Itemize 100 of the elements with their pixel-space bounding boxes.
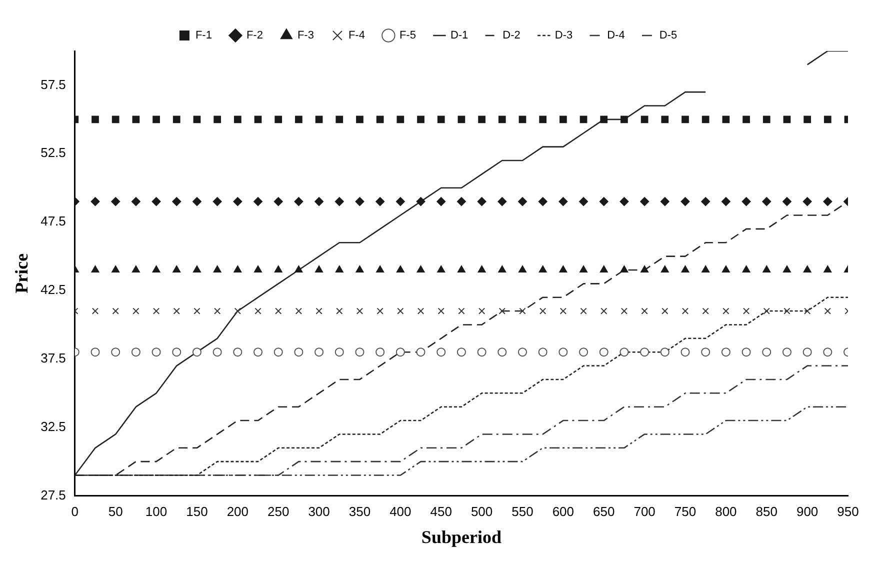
point xyxy=(518,197,527,206)
x-tick-label: 400 xyxy=(390,504,412,520)
point xyxy=(599,197,608,206)
point xyxy=(334,197,344,206)
legend-label: D-2 xyxy=(502,30,520,42)
point xyxy=(193,116,201,124)
point xyxy=(294,348,304,357)
point xyxy=(437,116,445,124)
legend-label: D-5 xyxy=(659,30,678,42)
point xyxy=(355,348,364,357)
point xyxy=(498,308,506,314)
point xyxy=(498,348,507,357)
point xyxy=(540,308,546,314)
point xyxy=(92,308,99,314)
point xyxy=(417,308,424,314)
point xyxy=(316,308,322,314)
point xyxy=(721,348,730,357)
y-axis-title: Price xyxy=(11,253,32,294)
point xyxy=(315,116,323,124)
point xyxy=(397,308,404,314)
point xyxy=(254,116,262,124)
point xyxy=(682,116,689,124)
point xyxy=(132,265,140,272)
point xyxy=(214,116,221,124)
point xyxy=(274,348,283,357)
point xyxy=(376,348,385,357)
legend-label: F-3 xyxy=(297,30,314,42)
point xyxy=(558,348,568,357)
point xyxy=(498,197,507,206)
point xyxy=(579,348,588,357)
point xyxy=(111,197,120,206)
point xyxy=(457,265,466,272)
point xyxy=(742,265,750,272)
point xyxy=(662,308,668,314)
point xyxy=(783,265,791,272)
point xyxy=(824,265,832,272)
point xyxy=(762,197,772,206)
point xyxy=(599,348,608,357)
point xyxy=(640,197,650,206)
legend-label: D-3 xyxy=(554,30,573,42)
point xyxy=(295,116,302,124)
x-tick-label: 300 xyxy=(308,504,330,520)
point xyxy=(315,265,323,272)
point xyxy=(233,197,242,206)
point xyxy=(620,308,628,314)
point xyxy=(722,265,730,272)
point xyxy=(660,348,670,357)
point xyxy=(213,265,222,272)
point xyxy=(722,116,730,124)
point xyxy=(336,308,343,314)
point xyxy=(376,308,384,314)
point xyxy=(721,197,730,206)
legend-label: D-1 xyxy=(450,30,468,42)
x-tick-label: 500 xyxy=(470,504,493,520)
point xyxy=(254,348,263,357)
point xyxy=(498,116,506,124)
point xyxy=(640,116,648,124)
x-tick-label: 150 xyxy=(186,504,208,520)
point xyxy=(274,197,283,206)
point xyxy=(416,265,425,272)
point xyxy=(92,116,99,124)
point xyxy=(762,116,770,124)
point xyxy=(600,308,608,314)
point xyxy=(438,308,444,314)
point xyxy=(275,308,282,314)
point xyxy=(172,116,180,124)
point xyxy=(254,265,262,272)
point xyxy=(823,348,832,357)
point xyxy=(620,265,628,272)
point xyxy=(172,197,182,206)
point xyxy=(742,116,750,124)
point xyxy=(131,197,140,206)
point xyxy=(518,116,526,124)
point xyxy=(538,197,548,206)
point xyxy=(660,197,670,206)
y-tick-label: 47.5 xyxy=(40,214,66,229)
point xyxy=(762,348,772,357)
point xyxy=(762,265,771,272)
point xyxy=(274,265,282,272)
point xyxy=(396,197,405,206)
point xyxy=(580,116,588,124)
y-tick-label: 32.5 xyxy=(40,418,66,434)
point xyxy=(742,348,751,357)
point xyxy=(782,197,792,206)
point xyxy=(396,116,404,124)
point xyxy=(334,348,344,357)
point xyxy=(254,308,262,314)
point xyxy=(681,265,690,272)
point xyxy=(90,348,100,357)
point xyxy=(620,116,628,124)
point xyxy=(416,197,426,206)
point xyxy=(294,265,303,272)
point xyxy=(823,197,832,206)
point xyxy=(742,308,750,314)
point xyxy=(335,265,344,272)
point xyxy=(437,265,446,272)
y-tick-label: 27.5 xyxy=(40,487,66,502)
point xyxy=(254,197,263,206)
point xyxy=(539,116,547,124)
point xyxy=(560,308,567,314)
